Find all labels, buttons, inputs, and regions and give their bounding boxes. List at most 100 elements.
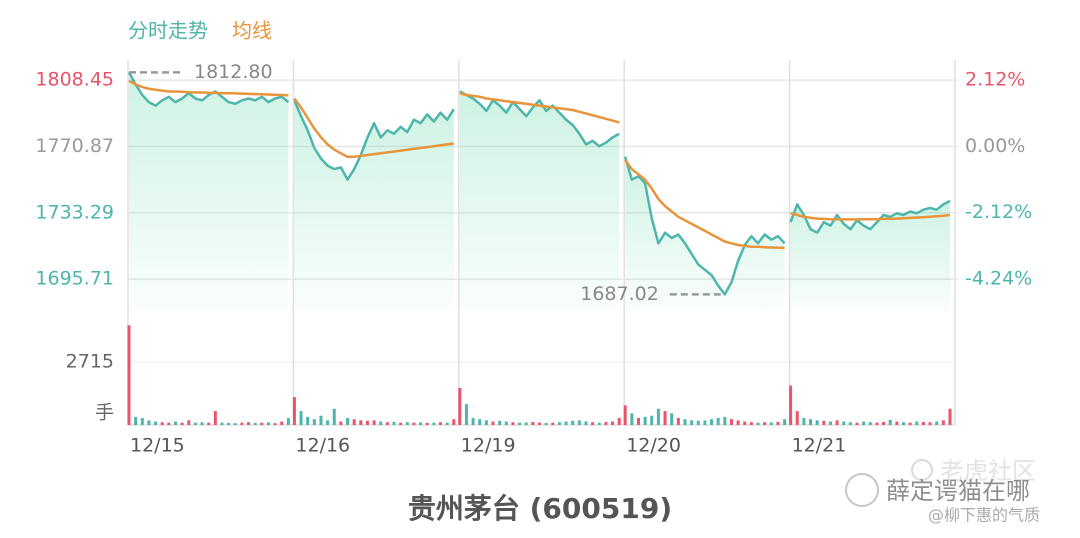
chart-title: 贵州茅台 (600519) bbox=[408, 492, 672, 525]
volume-bar bbox=[584, 421, 588, 425]
volume-bar bbox=[776, 421, 780, 425]
volume-bar bbox=[848, 422, 852, 425]
labels: 分时走势 均线 1808.45 1770.87 1733.29 1695.71 2.12% 0… bbox=[35, 19, 1032, 457]
volume-bar bbox=[140, 418, 144, 425]
volume-bar bbox=[193, 422, 197, 425]
volume-bar bbox=[809, 419, 813, 425]
volume-bar bbox=[676, 418, 680, 425]
volume-bar bbox=[802, 418, 806, 425]
volume-bar bbox=[498, 420, 502, 425]
volume-bar bbox=[941, 420, 945, 425]
volume-bar bbox=[935, 421, 939, 425]
price-line bbox=[623, 156, 786, 296]
price-line bbox=[127, 71, 290, 107]
volume-bar bbox=[266, 422, 270, 425]
watermark-icon bbox=[911, 459, 933, 481]
volume-bar bbox=[385, 422, 389, 425]
volume-bar bbox=[875, 422, 879, 425]
volume-bar bbox=[339, 421, 343, 425]
volume-bar bbox=[908, 422, 912, 425]
volume-bar bbox=[478, 419, 482, 425]
volume-bar bbox=[928, 422, 932, 425]
volume-bar bbox=[597, 422, 601, 425]
y-tick-label: 1770.87 bbox=[35, 135, 114, 157]
volume-bar bbox=[147, 420, 151, 425]
volume-bar bbox=[273, 423, 277, 425]
volume-bar bbox=[511, 422, 515, 425]
volume-bar bbox=[332, 408, 336, 425]
volume-bar bbox=[822, 420, 826, 425]
avg-line bbox=[459, 91, 620, 124]
volume-bar bbox=[286, 418, 290, 425]
volume-bar bbox=[915, 421, 919, 425]
max-label: 1812.80 bbox=[194, 61, 273, 83]
volume-bar bbox=[154, 421, 158, 425]
volume-bar bbox=[233, 423, 237, 425]
volume-bar bbox=[538, 422, 541, 425]
volume-bar bbox=[160, 422, 164, 425]
volume-bar bbox=[703, 420, 707, 425]
volume-bar bbox=[299, 411, 303, 425]
volume-bar bbox=[729, 419, 733, 425]
volume-bar bbox=[452, 419, 456, 425]
volume-bar bbox=[419, 422, 423, 425]
volume-bar bbox=[690, 420, 694, 425]
x-tick-label: 12/16 bbox=[295, 435, 350, 457]
x-tick-label: 12/19 bbox=[461, 435, 516, 457]
volume-bar bbox=[948, 408, 952, 425]
volume-bar bbox=[292, 397, 296, 425]
volume-bar bbox=[491, 421, 495, 425]
watermark: 老虎社区 薛定谔猫在哪 @柳下惠的气质 bbox=[845, 457, 1040, 525]
volume-bar bbox=[895, 421, 899, 425]
volume-bar bbox=[564, 421, 568, 425]
price-area bbox=[625, 156, 785, 310]
volume-bar bbox=[795, 411, 799, 425]
watermark-account: 薛定谔猫在哪 bbox=[886, 477, 1030, 505]
volume-bar bbox=[531, 421, 535, 425]
volume-bar bbox=[670, 413, 674, 425]
volume-bar bbox=[260, 422, 264, 425]
volume-bar bbox=[504, 421, 508, 425]
volume-bar bbox=[862, 421, 866, 425]
volume-bar bbox=[763, 422, 767, 425]
volume-bar bbox=[656, 408, 660, 425]
y2-tick-label: 2.12% bbox=[965, 69, 1025, 91]
legend-label: 均线 bbox=[232, 19, 272, 43]
volume-bar bbox=[167, 422, 171, 425]
volume-bar bbox=[623, 405, 627, 425]
volume-bar bbox=[636, 418, 640, 425]
volume-bar bbox=[200, 422, 204, 425]
y2-tick-label: -4.24% bbox=[965, 267, 1032, 289]
y-tick-label: 1733.29 bbox=[35, 201, 114, 223]
volume-bar bbox=[617, 418, 621, 425]
volume-bar bbox=[392, 421, 396, 425]
volume-bar bbox=[247, 422, 251, 425]
avg-line bbox=[790, 212, 951, 221]
price-line bbox=[789, 199, 951, 234]
volume-bar bbox=[306, 416, 310, 425]
volume-bar bbox=[365, 420, 369, 425]
price-area bbox=[294, 100, 454, 310]
watermark-site: 老虎社区 bbox=[940, 457, 1036, 485]
volume-bar bbox=[240, 422, 244, 425]
price-line bbox=[293, 99, 455, 181]
volume-bar bbox=[213, 411, 217, 425]
volume-bar bbox=[127, 325, 131, 425]
volume-bar bbox=[855, 422, 859, 425]
volume-bar bbox=[921, 421, 925, 425]
volume-bar bbox=[710, 419, 714, 425]
volume-bar bbox=[557, 422, 561, 425]
x-tick-label: 12/20 bbox=[626, 435, 681, 457]
volume-bar bbox=[173, 421, 177, 425]
volume-bar bbox=[756, 422, 760, 425]
volume-bar bbox=[134, 416, 138, 425]
y-tick-label: 1808.45 bbox=[35, 69, 114, 91]
volume-bar bbox=[696, 420, 700, 425]
volume-bar bbox=[379, 421, 383, 425]
volume-bar bbox=[432, 422, 436, 425]
volume-bar bbox=[524, 422, 528, 425]
volume-bar bbox=[723, 416, 727, 425]
avg-line bbox=[624, 159, 785, 250]
volume-bar bbox=[835, 420, 839, 425]
